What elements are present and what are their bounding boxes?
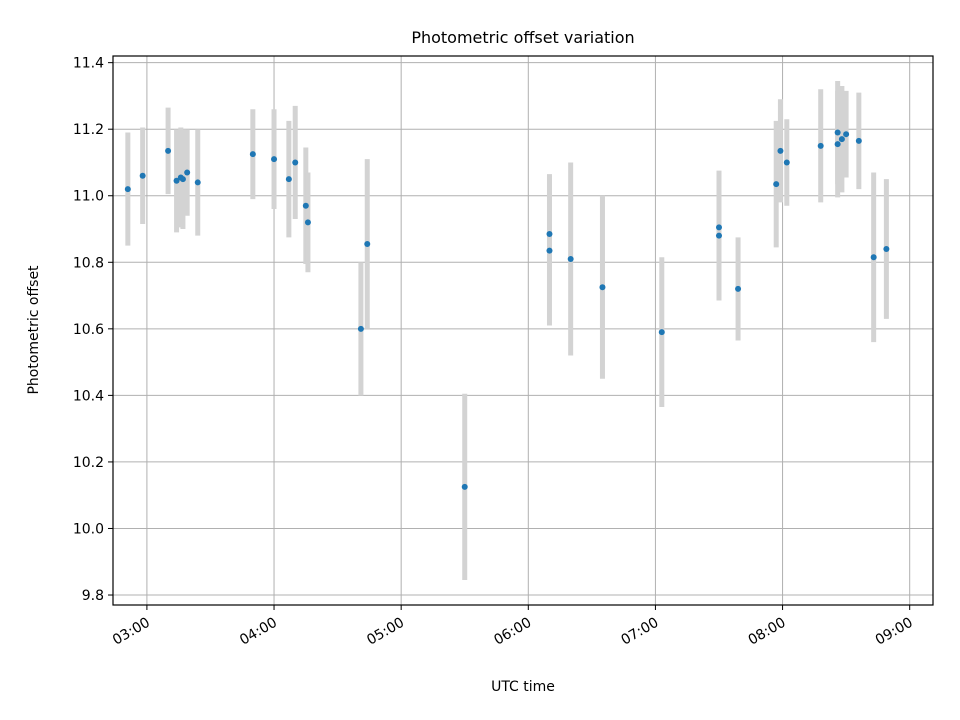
data-point bbox=[179, 176, 186, 183]
data-point bbox=[834, 129, 841, 136]
data-point bbox=[715, 224, 722, 231]
data-point bbox=[546, 231, 553, 238]
y-tick-label: 10.6 bbox=[73, 322, 104, 338]
data-point bbox=[292, 159, 299, 166]
data-point bbox=[658, 329, 665, 336]
y-tick-label: 10.0 bbox=[73, 521, 104, 537]
data-point bbox=[883, 245, 890, 252]
data-point bbox=[194, 179, 201, 186]
data-point bbox=[838, 136, 845, 143]
y-axis-label: Photometric offset bbox=[26, 265, 42, 395]
data-points bbox=[124, 129, 890, 490]
y-tick-label: 10.8 bbox=[73, 255, 104, 271]
data-point bbox=[302, 202, 309, 209]
x-axis-label: UTC time bbox=[491, 679, 555, 695]
data-point bbox=[139, 172, 146, 179]
data-point bbox=[715, 232, 722, 239]
data-point bbox=[364, 240, 371, 247]
data-point bbox=[546, 247, 553, 254]
data-point bbox=[777, 147, 784, 154]
data-point bbox=[184, 169, 191, 176]
data-point bbox=[855, 137, 862, 144]
data-point bbox=[173, 177, 180, 184]
data-point bbox=[870, 254, 877, 261]
y-tick-label: 11.2 bbox=[73, 122, 104, 138]
data-point bbox=[304, 219, 311, 226]
data-point bbox=[165, 147, 172, 154]
data-point bbox=[271, 156, 278, 163]
data-point bbox=[249, 151, 256, 158]
data-point bbox=[567, 255, 574, 262]
data-point bbox=[735, 285, 742, 292]
y-tick-label: 9.8 bbox=[82, 588, 104, 604]
data-point bbox=[357, 325, 364, 332]
data-point bbox=[124, 186, 131, 193]
data-point bbox=[783, 159, 790, 166]
chart-title: Photometric offset variation bbox=[411, 28, 634, 47]
y-tick-label: 10.4 bbox=[73, 388, 104, 404]
y-axis-ticks: 9.8 10.0 10.2 10.4 10.6 10.8 11.0 11.2 11.4 bbox=[73, 56, 113, 604]
data-point bbox=[834, 141, 841, 148]
y-tick-label: 11.4 bbox=[73, 56, 104, 72]
y-tick-label: 11.0 bbox=[73, 189, 104, 205]
data-point bbox=[285, 176, 292, 183]
axes-frame bbox=[112, 55, 934, 606]
data-point bbox=[817, 142, 824, 149]
data-point bbox=[773, 181, 780, 188]
data-point bbox=[599, 284, 606, 291]
data-point bbox=[843, 131, 850, 138]
data-point bbox=[461, 483, 468, 490]
y-tick-label: 10.2 bbox=[73, 455, 104, 471]
